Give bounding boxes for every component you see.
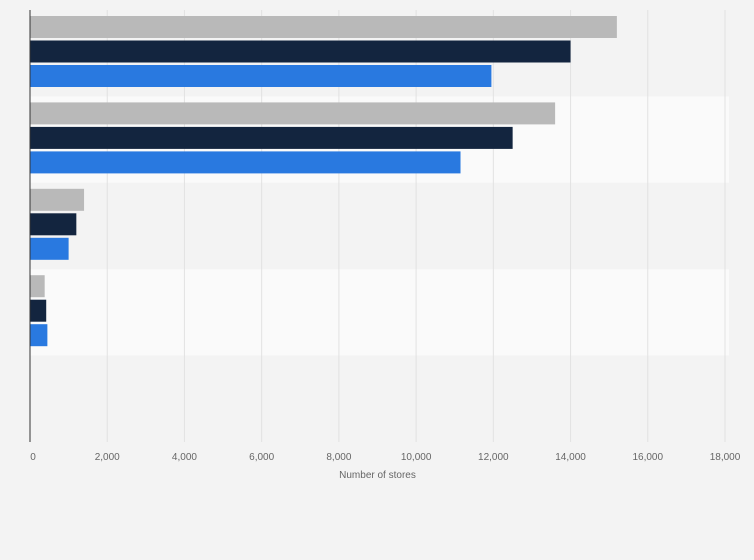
x-tick-label-6: 12,000 [478, 452, 509, 463]
x-tick-label-1: 2,000 [95, 452, 120, 463]
x-tick-label-8: 16,000 [632, 452, 663, 463]
x-tick-label-5: 10,000 [401, 452, 432, 463]
bar-cat0-series2 [30, 65, 492, 87]
bar-cat2-series1 [30, 213, 77, 236]
bar-cat2-series0 [30, 188, 85, 211]
x-axis-ticks: 0 2,000 4,000 6,000 8,000 10,000 12,000 14,000 1… [30, 452, 741, 463]
bar-cat0-series0 [30, 16, 617, 38]
bar-cat1-series1 [30, 126, 513, 149]
category-band-2 [30, 182, 729, 270]
x-tick-label-2: 4,000 [172, 452, 197, 463]
bar-cat0-series1 [30, 40, 571, 63]
category-band-4 [30, 355, 729, 442]
bars [30, 16, 617, 347]
bar-cat2-series2 [30, 237, 69, 260]
category-band-3 [30, 269, 729, 356]
x-tick-label-9: 18,000 [710, 452, 741, 463]
bar-cat3-series2 [30, 324, 48, 347]
x-tick-label-7: 14,000 [555, 452, 586, 463]
x-axis-title: Number of stores [339, 470, 416, 481]
bar-cat1-series2 [30, 151, 461, 174]
bar-cat1-series0 [30, 102, 556, 125]
x-tick-label-3: 6,000 [249, 452, 274, 463]
x-tick-label-4: 8,000 [326, 452, 351, 463]
bar-cat3-series0 [30, 275, 45, 298]
bar-cat3-series1 [30, 299, 47, 322]
x-tick-label-0: 0 [30, 452, 36, 463]
